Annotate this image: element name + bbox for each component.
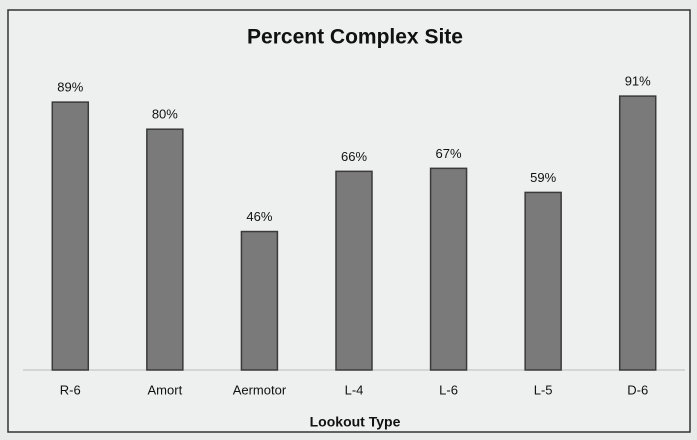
bar	[51, 101, 90, 371]
bar	[524, 191, 562, 371]
data-label: 91%	[625, 74, 651, 89]
x-tick-label: L-5	[534, 382, 553, 397]
x-tick-label: L-4	[345, 382, 364, 397]
bar	[618, 95, 657, 371]
bar	[429, 167, 468, 371]
data-label: 80%	[152, 107, 178, 122]
data-label: 67%	[436, 146, 462, 161]
x-tick-label: R-6	[60, 382, 81, 397]
bar	[240, 230, 279, 371]
x-tick-label: L-6	[439, 382, 458, 397]
bar	[146, 128, 184, 371]
data-label: 59%	[530, 170, 556, 185]
x-axis-title: Lookout Type	[310, 414, 401, 430]
x-tick-label: Amort	[148, 382, 183, 397]
bar	[335, 170, 373, 371]
chart-title: Percent Complex Site	[247, 26, 463, 49]
data-label: 46%	[246, 209, 272, 224]
data-label: 89%	[57, 80, 83, 95]
data-label: 66%	[341, 149, 367, 164]
x-tick-label: D-6	[627, 382, 648, 397]
x-tick-label: Aermotor	[233, 382, 287, 397]
